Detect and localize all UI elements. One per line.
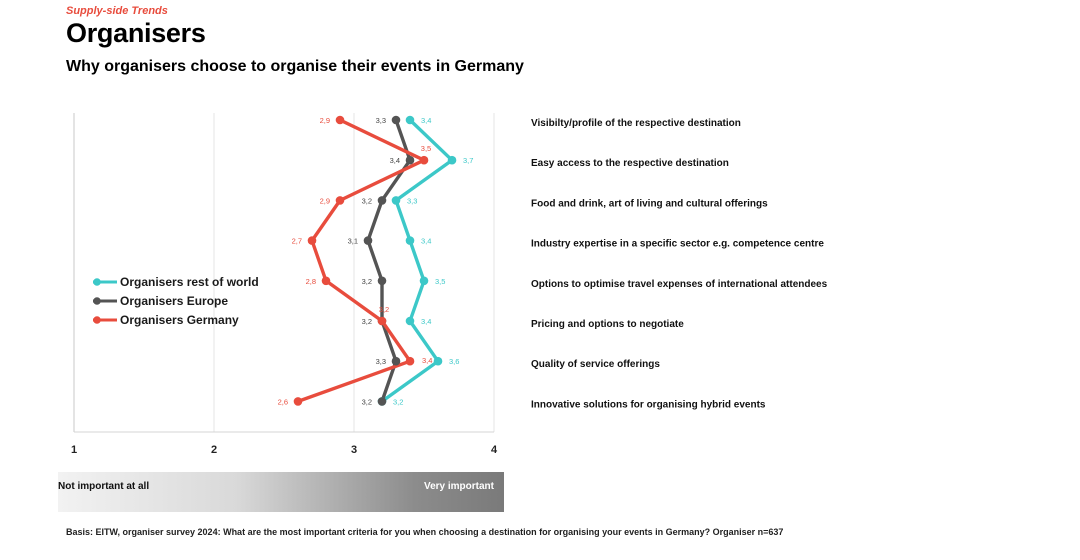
- legend-swatch-dot-1: [93, 296, 101, 305]
- data-point-s2-7: [293, 397, 303, 406]
- page-title: Organisers: [66, 18, 206, 48]
- legend-swatch-dot-2: [93, 315, 101, 324]
- data-label-s1-4: 3,2: [362, 277, 372, 286]
- chart-legend: Organisers rest of world Organisers Europ…: [92, 272, 259, 329]
- data-point-s0-6: [433, 356, 443, 366]
- x-tick-label-4: 4: [491, 444, 498, 456]
- data-label-s1-5: 3,2: [362, 317, 372, 326]
- data-label-s0-1: 3,7: [463, 156, 473, 165]
- data-label-s1-6: 3,3: [376, 357, 386, 366]
- category-label-4: Options to optimise travel expenses of i…: [531, 279, 828, 290]
- data-label-s2-6: 3,4: [422, 356, 432, 365]
- data-label-s0-2: 3,3: [407, 196, 417, 205]
- data-label-s2-3: 2,7: [292, 237, 302, 246]
- data-label-s2-1: 3,5: [421, 144, 431, 153]
- data-label-s2-5: 3,2: [379, 305, 389, 314]
- legend-label-1: Organisers Europe: [120, 293, 229, 308]
- data-point-s2-6: [405, 356, 415, 366]
- legend-swatch-2: [93, 315, 117, 324]
- data-label-s0-7: 3,2: [393, 397, 403, 406]
- category-label-3: Industry expertise in a specific sector …: [531, 239, 824, 250]
- data-point-s1-1: [405, 155, 415, 165]
- legend-label-2: Organisers Germany: [120, 312, 239, 327]
- category-label-6: Quality of service offerings: [531, 359, 660, 370]
- data-label-s2-0: 2,9: [320, 116, 330, 125]
- data-label-s1-3: 3,1: [348, 237, 358, 246]
- series-line-0: [380, 118, 454, 404]
- data-point-s2-0: [335, 115, 345, 125]
- data-label-s1-2: 3,2: [362, 196, 372, 205]
- category-label-5: Pricing and options to negotiate: [531, 319, 684, 330]
- data-point-s2-4: [321, 276, 331, 286]
- data-label-s0-5: 3,4: [421, 317, 431, 326]
- data-point-s1-3: [363, 236, 373, 245]
- series-line-1: [366, 118, 412, 404]
- data-label-s0-0: 3,4: [421, 116, 431, 125]
- legend-item-2: Organisers Germany: [92, 310, 259, 329]
- legend-swatch-dot-0: [93, 277, 101, 286]
- data-label-s0-6: 3,6: [449, 357, 459, 366]
- data-point-s1-2: [377, 196, 387, 205]
- x-tick-label-1: 1: [71, 444, 77, 456]
- legend-item-0: Organisers rest of world: [92, 272, 259, 291]
- data-point-s0-0: [405, 115, 415, 125]
- data-label-s1-1: 3,4: [390, 156, 400, 165]
- survey-basis-note: Basis: EITW, organiser survey 2024: What…: [66, 527, 784, 537]
- data-label-s0-3: 3,4: [421, 237, 431, 246]
- legend-item-1: Organisers Europe: [92, 291, 259, 310]
- category-label-0: Visibilty/profile of the respective dest…: [531, 118, 741, 129]
- data-point-s1-4: [377, 276, 387, 286]
- data-point-s1-7: [377, 397, 387, 406]
- legend-swatch-0: [93, 277, 117, 286]
- series-line-2: [296, 118, 426, 404]
- data-point-s0-5: [405, 316, 415, 326]
- category-label-2: Food and drink, art of living and cultur…: [531, 198, 768, 209]
- section-eyebrow: Supply-side Trends: [66, 5, 168, 17]
- importance-scale-bar: [58, 472, 504, 512]
- data-label-s2-4: 2,8: [306, 277, 316, 286]
- data-label-s2-7: 2,6: [278, 397, 288, 406]
- data-point-s1-6: [391, 356, 401, 366]
- category-label-7: Innovative solutions for organising hybr…: [531, 399, 766, 410]
- data-label-s1-0: 3,3: [376, 116, 386, 125]
- data-point-s0-1: [447, 155, 457, 165]
- data-point-s2-3: [307, 236, 317, 245]
- data-label-s2-2: 2,9: [320, 196, 330, 205]
- data-point-s2-5: [377, 316, 387, 326]
- data-point-s2-2: [335, 196, 345, 205]
- legend-label-0: Organisers rest of world: [120, 274, 259, 289]
- page-subtitle: Why organisers choose to organise their …: [66, 58, 524, 75]
- data-point-s0-3: [405, 236, 415, 245]
- data-point-s1-0: [391, 115, 401, 125]
- data-point-s2-1: [419, 155, 429, 165]
- x-tick-label-3: 3: [351, 444, 357, 456]
- data-point-s0-4: [419, 276, 429, 286]
- data-label-s1-7: 3,2: [362, 397, 372, 406]
- category-label-1: Easy access to the respective destinatio…: [531, 158, 729, 169]
- legend-swatch-1: [93, 296, 117, 305]
- data-label-s0-4: 3,5: [435, 277, 445, 286]
- data-point-s0-2: [391, 196, 401, 205]
- importance-line-chart: 1 2 3 4 3,4 3,7 3,3 3,4 3,5 3,4 3,6 3,2 3,3 3,4 3,2 3,1…: [71, 113, 828, 456]
- scale-low-label: Not important at all: [58, 481, 150, 492]
- scale-high-label: Very important: [423, 481, 494, 492]
- x-tick-label-2: 2: [211, 444, 217, 456]
